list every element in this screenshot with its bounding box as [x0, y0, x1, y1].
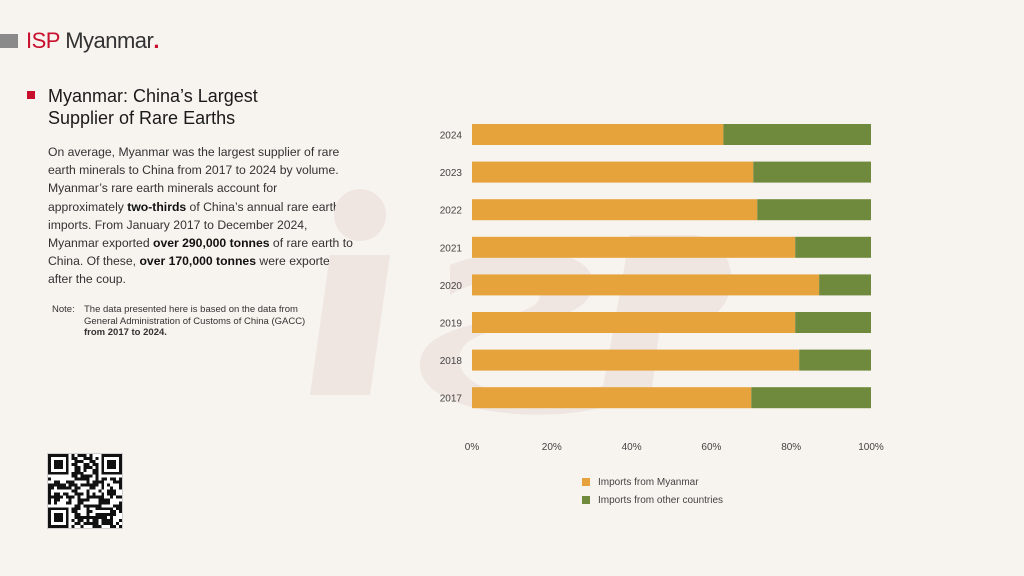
body-bold-1: two-thirds — [127, 199, 187, 214]
y-tick-label-2019: 2019 — [440, 319, 463, 330]
brand-isp: ISP — [26, 28, 60, 53]
bar-myanmar-2024 — [472, 124, 724, 145]
x-tick-label: 60% — [701, 442, 721, 453]
bar-other-2024 — [723, 124, 871, 145]
x-tick-label: 20% — [542, 442, 562, 453]
bar-other-2021 — [795, 236, 871, 258]
bar-myanmar-2021 — [472, 236, 796, 258]
headline: Myanmar: China’s Largest Supplier of Rar… — [48, 86, 258, 128]
bar-myanmar-2017 — [472, 387, 752, 409]
body-text: On average, Myanmar was the largest supp… — [48, 143, 353, 289]
legend-swatch-myanmar — [582, 478, 590, 486]
x-tick-label: 40% — [622, 442, 642, 453]
bar-other-2023 — [753, 161, 871, 183]
y-tick-label-2024: 2024 — [440, 131, 463, 142]
bar-other-2022 — [757, 199, 871, 221]
y-tick-label-2017: 2017 — [440, 394, 463, 405]
body-bold-3: over 170,000 tonnes — [139, 254, 256, 269]
headline-bullet — [27, 91, 35, 99]
stacked-bar-chart: 2024 2023 2022 2021 2020 2019 2018 2017 0% 20% 40%… — [440, 124, 884, 453]
brand-logo[interactable]: ISP Myanmar. — [26, 29, 159, 53]
body-part-3: of rare earth to China. Of these, — [48, 236, 353, 269]
y-tick-label-2022: 2022 — [440, 206, 463, 217]
y-tick-label-2023: 2023 — [440, 168, 463, 179]
legend-label-myanmar: Imports from Myanmar — [598, 476, 699, 488]
note-body: The data presented here is based on the … — [84, 304, 306, 327]
logo-bar — [0, 34, 18, 48]
body-part-2: of China’s annual rare earth imports. Fr… — [48, 199, 340, 251]
legend-item-myanmar: Imports from Myanmar — [582, 473, 723, 491]
bar-myanmar-2022 — [472, 199, 758, 221]
note-bold: from 2017 to 2024. — [84, 327, 167, 338]
legend-swatch-other — [582, 496, 590, 504]
legend: Imports from Myanmar Imports from other … — [582, 473, 723, 509]
bar-myanmar-2020 — [472, 274, 820, 296]
bar-myanmar-2018 — [472, 349, 800, 371]
note-text: The data presented here is based on the … — [84, 304, 309, 339]
bar-other-2018 — [799, 349, 871, 371]
y-tick-label-2021: 2021 — [440, 243, 463, 254]
brand-name: Myanmar — [65, 28, 154, 53]
note-label: Note: — [52, 304, 75, 315]
x-tick-label: 0% — [465, 442, 480, 453]
bar-myanmar-2019 — [472, 312, 796, 333]
legend-label-other: Imports from other countries — [598, 494, 724, 506]
qr-code[interactable] — [47, 453, 123, 529]
bar-other-2020 — [819, 274, 871, 296]
legend-item-other: Imports from other countries — [582, 491, 723, 509]
body-bold-2: over 290,000 tonnes — [153, 236, 270, 251]
bar-myanmar-2023 — [472, 161, 754, 183]
bar-other-2017 — [751, 387, 871, 409]
y-tick-label-2018: 2018 — [440, 356, 463, 367]
x-tick-label: 80% — [781, 442, 801, 453]
body-part-1: On average, Myanmar was the largest supp… — [48, 145, 340, 214]
y-tick-label-2020: 2020 — [440, 281, 463, 292]
bar-other-2019 — [795, 312, 871, 333]
x-tick-label: 100% — [858, 442, 884, 453]
brand-dot: . — [153, 28, 159, 53]
